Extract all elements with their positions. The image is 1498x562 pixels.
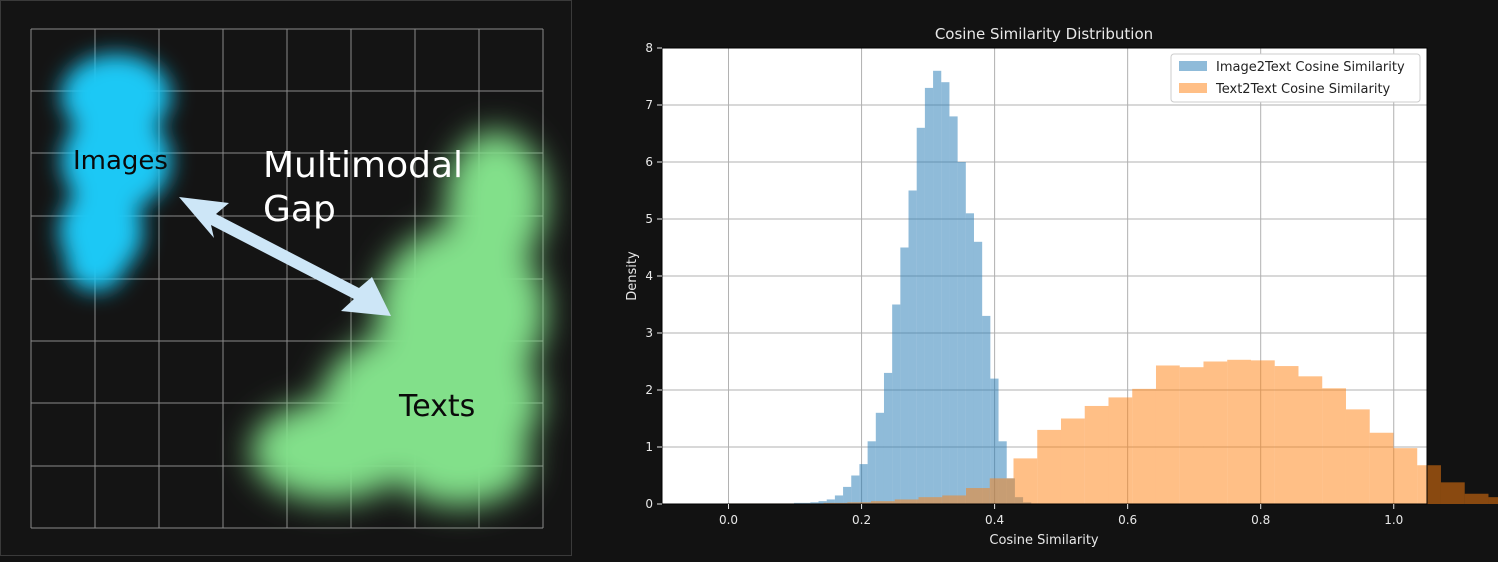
text2text-bar <box>1203 361 1228 504</box>
texts-label: Texts <box>398 389 475 424</box>
chart-title: Cosine Similarity Distribution <box>935 25 1153 43</box>
text2text-bar <box>1013 458 1038 504</box>
text2text-bar <box>1108 397 1133 504</box>
image2text-bar <box>875 412 884 504</box>
text2text-bar <box>1037 429 1061 504</box>
image2text-bar <box>965 213 974 505</box>
text2text-bar <box>823 502 848 504</box>
text2text-bar <box>1369 432 1394 504</box>
y-tick-label: 8 <box>645 41 653 55</box>
text2text-bar <box>942 495 967 504</box>
chart-legend: Image2Text Cosine Similarity Text2Text C… <box>1170 53 1421 103</box>
images-label: Images <box>73 146 168 176</box>
text2text-bar <box>1298 376 1323 504</box>
image2text-bar <box>867 441 876 504</box>
text2text-bar <box>1274 366 1299 504</box>
text2text-bar <box>1227 359 1251 504</box>
image2text-bar <box>859 464 868 504</box>
texts-cluster <box>251 131 546 506</box>
image2text-bar <box>990 378 999 504</box>
text2text-bar <box>989 478 1014 504</box>
image2text-bar <box>973 241 983 505</box>
image2text-bar <box>908 190 917 504</box>
text2text-bar <box>1464 493 1489 504</box>
x-axis-label: Cosine Similarity <box>989 533 1099 548</box>
text2text-bar <box>1417 465 1441 504</box>
y-tick-label: 5 <box>645 212 653 226</box>
image2text-bar <box>900 247 909 504</box>
y-tick-label: 1 <box>645 440 653 454</box>
image2text-bar <box>818 501 827 504</box>
cosine-similarity-histogram: 0.0 0.2 0.4 0.6 0.8 1.0 0 1 2 3 4 5 6 7 8 Cosine Simil… <box>625 25 1498 548</box>
text2text-bar <box>1060 418 1085 504</box>
text2text-bar <box>1250 360 1275 504</box>
text2text-bar <box>1155 365 1180 504</box>
text2text-bar <box>847 502 872 504</box>
y-axis-label: Density <box>625 251 640 301</box>
image2text-bar <box>834 495 844 504</box>
image2text-bar <box>883 372 893 504</box>
text2text-bar <box>1488 497 1498 504</box>
image2text-bar <box>998 441 1007 504</box>
gap-label-line1: Multimodal <box>263 145 463 186</box>
legend-box <box>1170 53 1421 103</box>
x-tick-label: 1.0 <box>1384 513 1403 527</box>
text2text-bar <box>918 497 943 504</box>
text2text-bar <box>1393 448 1418 504</box>
y-tick-label: 7 <box>645 98 653 112</box>
histogram-bars <box>728 70 1498 505</box>
text2text-bar <box>1132 388 1156 504</box>
x-tick-label: 0.2 <box>852 513 871 527</box>
image2text-bar <box>949 116 958 505</box>
axis-ticks: 0.0 0.2 0.4 0.6 0.8 1.0 0 1 2 3 4 5 6 7 8 <box>645 41 1403 527</box>
image2text-bar <box>957 162 966 504</box>
image2text-bar <box>933 70 942 505</box>
y-tick-label: 6 <box>645 155 653 169</box>
text2text-bar <box>1179 367 1204 504</box>
text2text-bar <box>1440 482 1465 504</box>
text2text-bar <box>966 488 990 504</box>
histogram-panel: 0.0 0.2 0.4 0.6 0.8 1.0 0 1 2 3 4 5 6 7 8 Cosine Simil… <box>574 0 1498 558</box>
text2text-bar <box>1345 409 1370 504</box>
image2text-bar <box>924 87 934 505</box>
y-tick-label: 0 <box>645 497 653 511</box>
text2text-bar <box>894 499 919 504</box>
double-arrow-icon <box>179 197 391 316</box>
image2text-bar <box>982 315 991 504</box>
image2text-bar <box>826 499 835 504</box>
gap-label-line2: Gap <box>263 189 336 230</box>
text2text-bar <box>871 501 895 504</box>
y-tick-label: 3 <box>645 326 653 340</box>
legend-swatch-image2text <box>1179 61 1207 71</box>
x-tick-label: 0.4 <box>985 513 1004 527</box>
image2text-bar <box>916 127 925 505</box>
legend-label-image2text: Image2Text Cosine Similarity <box>1216 60 1405 75</box>
x-tick-label: 0.0 <box>719 513 738 527</box>
x-tick-label: 0.6 <box>1118 513 1137 527</box>
image2text-bar <box>843 486 852 504</box>
x-tick-label: 0.8 <box>1251 513 1270 527</box>
text2text-bar <box>1322 388 1346 504</box>
image2text-bar <box>941 82 950 504</box>
y-tick-label: 4 <box>645 269 653 283</box>
y-tick-label: 2 <box>645 383 653 397</box>
image2text-bar <box>851 475 860 504</box>
legend-swatch-text2text <box>1179 83 1207 93</box>
multimodal-gap-illustration: Images Texts Multimodal Gap <box>0 0 572 556</box>
text2text-bar <box>1084 405 1109 504</box>
images-cluster <box>59 54 171 291</box>
image2text-bar <box>810 502 819 504</box>
legend-label-text2text: Text2Text Cosine Similarity <box>1215 82 1391 97</box>
concept-canvas: Images Texts Multimodal Gap <box>30 28 546 529</box>
image2text-bar <box>892 304 901 504</box>
